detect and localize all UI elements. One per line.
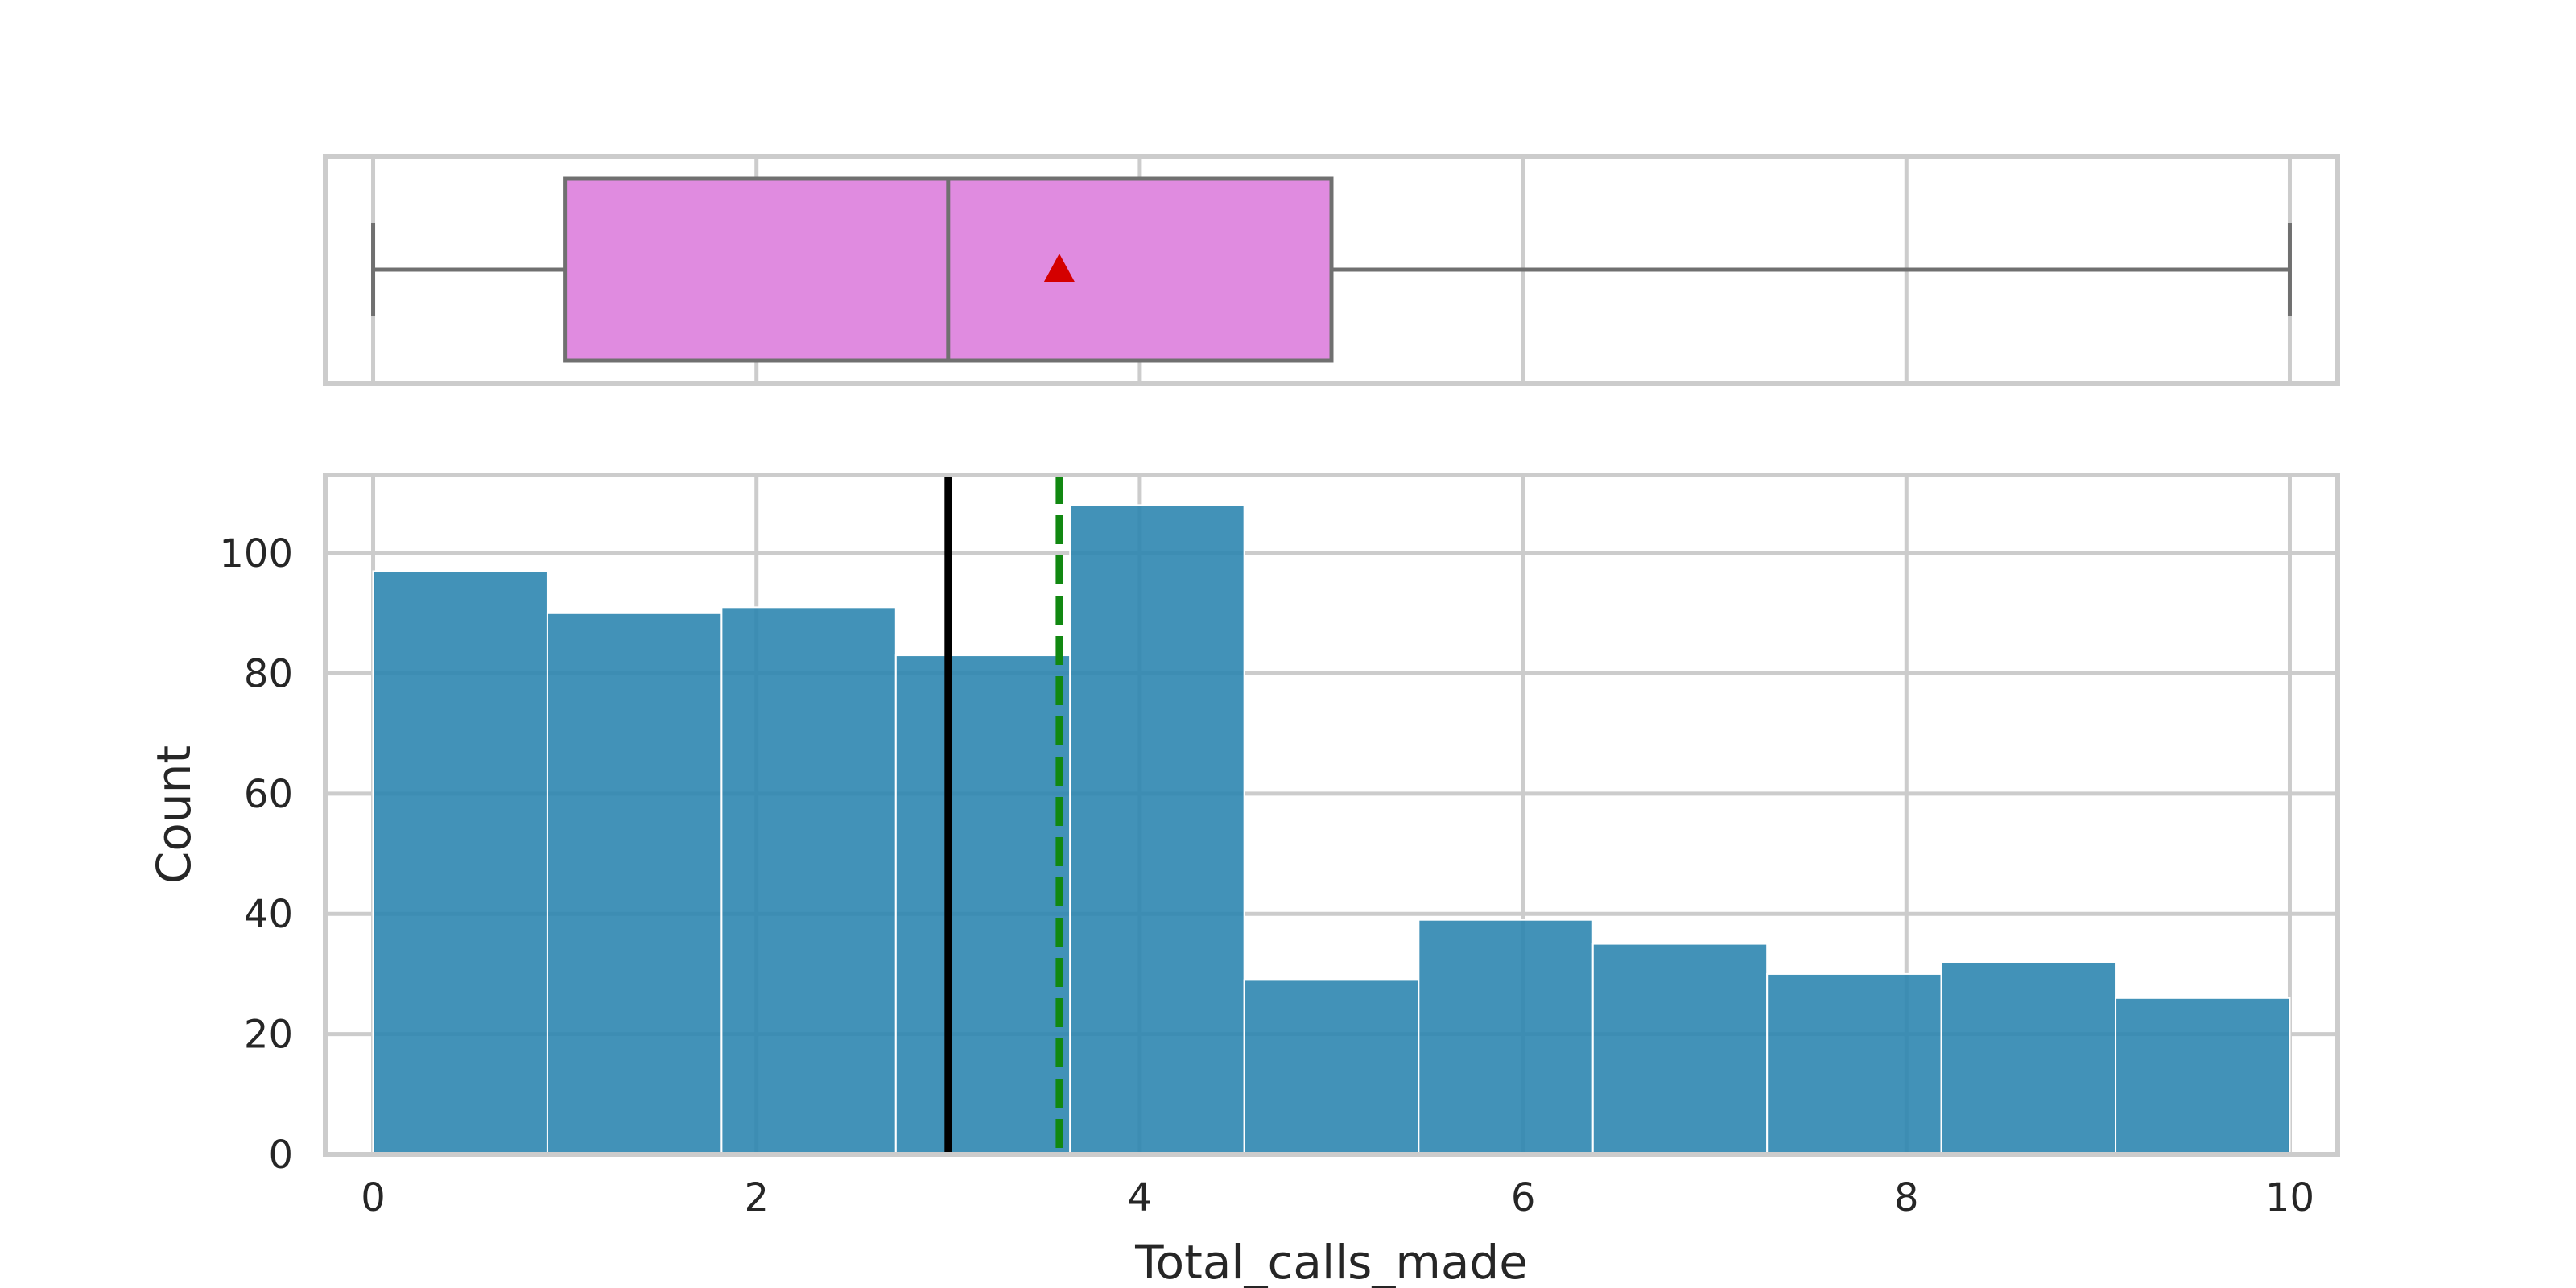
histogram-bar [1940,960,2117,1156]
boxplot-panel [323,154,2340,386]
x-tick-label: 4 [1128,1175,1153,1220]
y-tick-label: 20 [244,1013,293,1058]
x-tick-label: 6 [1511,1175,1536,1220]
histogram-bar [1766,972,1942,1155]
histogram-bar [372,570,548,1155]
histogram-bar [720,606,897,1155]
y-axis-label: Count [147,745,201,884]
histogram-bar [1591,943,1769,1156]
x-axis-label: Total_calls_made [1134,1235,1528,1288]
histogram-bar [1418,919,1594,1156]
histogram-frame [323,473,2340,1157]
x-tick-label: 0 [361,1175,386,1220]
boxplot-frame [323,154,2340,386]
y-tick-label: 80 [244,651,293,696]
y-tick-label: 60 [244,772,293,817]
y-tick-label: 40 [244,892,293,937]
histogram-bar [546,612,723,1155]
boxplot-mean-marker [1043,254,1075,282]
y-tick-label: 0 [268,1133,293,1178]
histogram-bar [1243,979,1420,1155]
x-tick-label: 8 [1894,1175,1919,1220]
histogram-bar [894,654,1071,1155]
histogram-bar [1069,504,1245,1155]
y-tick-label: 100 [219,531,293,576]
histogram-bar [2115,997,2291,1155]
x-tick-label: 10 [2265,1175,2314,1220]
x-tick-label: 2 [744,1175,769,1220]
